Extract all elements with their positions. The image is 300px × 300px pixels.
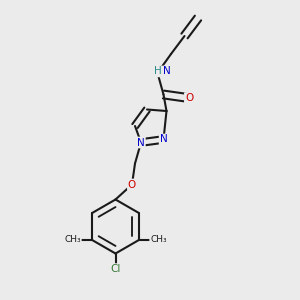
Text: O: O [185,93,193,103]
Text: CH₃: CH₃ [150,236,167,244]
Text: Cl: Cl [110,264,121,274]
Text: H: H [154,66,161,76]
Text: N: N [160,134,167,145]
Text: N: N [163,66,170,76]
Text: CH₃: CH₃ [64,236,81,244]
Text: O: O [128,179,136,190]
Text: N: N [137,137,145,148]
